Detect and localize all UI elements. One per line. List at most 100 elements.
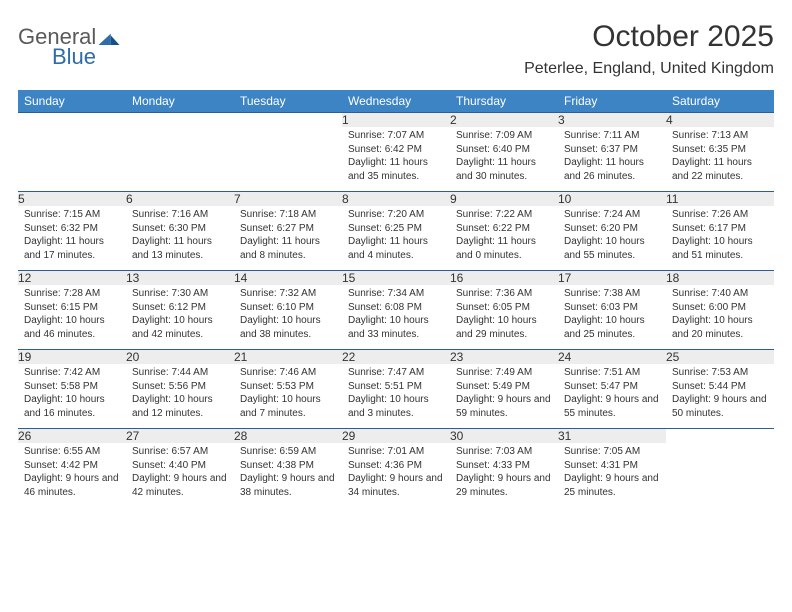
sunset-line: Sunset: 6:37 PM bbox=[564, 143, 660, 157]
day-number-cell: 11 bbox=[666, 192, 774, 207]
sunset-line: Sunset: 4:31 PM bbox=[564, 459, 660, 473]
day-number-cell: 3 bbox=[558, 113, 666, 128]
day-number-cell: 9 bbox=[450, 192, 558, 207]
day-info-cell: Sunrise: 7:47 AMSunset: 5:51 PMDaylight:… bbox=[342, 364, 450, 429]
day-number-cell: 20 bbox=[126, 350, 234, 365]
day-info-cell bbox=[666, 443, 774, 507]
day-number-cell: 26 bbox=[18, 429, 126, 444]
daylight-line: Daylight: 11 hours and 22 minutes. bbox=[672, 156, 768, 183]
day-info-cell: Sunrise: 7:40 AMSunset: 6:00 PMDaylight:… bbox=[666, 285, 774, 350]
daylight-line: Daylight: 11 hours and 8 minutes. bbox=[240, 235, 336, 262]
sunrise-line: Sunrise: 7:28 AM bbox=[24, 287, 120, 301]
sunrise-line: Sunrise: 7:01 AM bbox=[348, 445, 444, 459]
sunset-line: Sunset: 6:08 PM bbox=[348, 301, 444, 315]
day-number-cell: 15 bbox=[342, 271, 450, 286]
day-number-cell: 6 bbox=[126, 192, 234, 207]
daylight-line: Daylight: 10 hours and 55 minutes. bbox=[564, 235, 660, 262]
sunrise-line: Sunrise: 7:49 AM bbox=[456, 366, 552, 380]
week-info-row: Sunrise: 7:28 AMSunset: 6:15 PMDaylight:… bbox=[18, 285, 774, 350]
day-info-cell: Sunrise: 7:22 AMSunset: 6:22 PMDaylight:… bbox=[450, 206, 558, 271]
day-info-cell: Sunrise: 6:57 AMSunset: 4:40 PMDaylight:… bbox=[126, 443, 234, 507]
daylight-line: Daylight: 10 hours and 16 minutes. bbox=[24, 393, 120, 420]
day-info-cell: Sunrise: 7:18 AMSunset: 6:27 PMDaylight:… bbox=[234, 206, 342, 271]
daylight-line: Daylight: 10 hours and 20 minutes. bbox=[672, 314, 768, 341]
day-info-cell: Sunrise: 7:36 AMSunset: 6:05 PMDaylight:… bbox=[450, 285, 558, 350]
day-info-cell: Sunrise: 7:24 AMSunset: 6:20 PMDaylight:… bbox=[558, 206, 666, 271]
sunset-line: Sunset: 6:40 PM bbox=[456, 143, 552, 157]
day-number-cell bbox=[126, 113, 234, 128]
day-header: Monday bbox=[126, 90, 234, 113]
sunrise-line: Sunrise: 7:18 AM bbox=[240, 208, 336, 222]
day-number-cell: 28 bbox=[234, 429, 342, 444]
week-daynum-row: 1234 bbox=[18, 113, 774, 128]
location: Peterlee, England, United Kingdom bbox=[524, 60, 774, 78]
week-daynum-row: 12131415161718 bbox=[18, 271, 774, 286]
sunrise-line: Sunrise: 7:51 AM bbox=[564, 366, 660, 380]
sunset-line: Sunset: 5:56 PM bbox=[132, 380, 228, 394]
sunrise-line: Sunrise: 7:03 AM bbox=[456, 445, 552, 459]
sunrise-line: Sunrise: 7:24 AM bbox=[564, 208, 660, 222]
sunset-line: Sunset: 4:38 PM bbox=[240, 459, 336, 473]
page: GeneralBlue October 2025 Peterlee, Engla… bbox=[0, 0, 792, 517]
sunrise-line: Sunrise: 7:07 AM bbox=[348, 129, 444, 143]
daylight-line: Daylight: 11 hours and 4 minutes. bbox=[348, 235, 444, 262]
sunset-line: Sunset: 6:32 PM bbox=[24, 222, 120, 236]
sunset-line: Sunset: 5:53 PM bbox=[240, 380, 336, 394]
day-header: Sunday bbox=[18, 90, 126, 113]
day-info-cell: Sunrise: 7:03 AMSunset: 4:33 PMDaylight:… bbox=[450, 443, 558, 507]
sunrise-line: Sunrise: 7:05 AM bbox=[564, 445, 660, 459]
day-info-cell: Sunrise: 6:55 AMSunset: 4:42 PMDaylight:… bbox=[18, 443, 126, 507]
day-info-cell: Sunrise: 7:11 AMSunset: 6:37 PMDaylight:… bbox=[558, 127, 666, 192]
day-header: Wednesday bbox=[342, 90, 450, 113]
daylight-line: Daylight: 10 hours and 38 minutes. bbox=[240, 314, 336, 341]
day-info-cell: Sunrise: 7:49 AMSunset: 5:49 PMDaylight:… bbox=[450, 364, 558, 429]
week-info-row: Sunrise: 6:55 AMSunset: 4:42 PMDaylight:… bbox=[18, 443, 774, 507]
daylight-line: Daylight: 9 hours and 55 minutes. bbox=[564, 393, 660, 420]
sunrise-line: Sunrise: 7:15 AM bbox=[24, 208, 120, 222]
sunrise-line: Sunrise: 7:42 AM bbox=[24, 366, 120, 380]
sunset-line: Sunset: 5:44 PM bbox=[672, 380, 768, 394]
day-info-cell: Sunrise: 7:34 AMSunset: 6:08 PMDaylight:… bbox=[342, 285, 450, 350]
day-number-cell: 25 bbox=[666, 350, 774, 365]
day-number-cell: 2 bbox=[450, 113, 558, 128]
day-info-cell: Sunrise: 7:20 AMSunset: 6:25 PMDaylight:… bbox=[342, 206, 450, 271]
week-info-row: Sunrise: 7:15 AMSunset: 6:32 PMDaylight:… bbox=[18, 206, 774, 271]
daylight-line: Daylight: 10 hours and 46 minutes. bbox=[24, 314, 120, 341]
sunset-line: Sunset: 4:36 PM bbox=[348, 459, 444, 473]
sunset-line: Sunset: 6:00 PM bbox=[672, 301, 768, 315]
month-title: October 2025 bbox=[524, 20, 774, 54]
day-number-cell: 18 bbox=[666, 271, 774, 286]
sunset-line: Sunset: 4:40 PM bbox=[132, 459, 228, 473]
sunrise-line: Sunrise: 7:30 AM bbox=[132, 287, 228, 301]
day-header: Thursday bbox=[450, 90, 558, 113]
day-number-cell: 1 bbox=[342, 113, 450, 128]
day-number-cell: 24 bbox=[558, 350, 666, 365]
sunset-line: Sunset: 6:25 PM bbox=[348, 222, 444, 236]
logo-mark-icon bbox=[98, 31, 120, 50]
sunset-line: Sunset: 6:20 PM bbox=[564, 222, 660, 236]
day-number-cell bbox=[666, 429, 774, 444]
daylight-line: Daylight: 11 hours and 17 minutes. bbox=[24, 235, 120, 262]
sunset-line: Sunset: 6:30 PM bbox=[132, 222, 228, 236]
title-block: October 2025 Peterlee, England, United K… bbox=[524, 20, 774, 78]
daylight-line: Daylight: 9 hours and 38 minutes. bbox=[240, 472, 336, 499]
day-number-cell: 17 bbox=[558, 271, 666, 286]
day-info-cell: Sunrise: 7:38 AMSunset: 6:03 PMDaylight:… bbox=[558, 285, 666, 350]
day-info-cell: Sunrise: 6:59 AMSunset: 4:38 PMDaylight:… bbox=[234, 443, 342, 507]
daylight-line: Daylight: 9 hours and 59 minutes. bbox=[456, 393, 552, 420]
day-number-cell: 12 bbox=[18, 271, 126, 286]
sunrise-line: Sunrise: 7:36 AM bbox=[456, 287, 552, 301]
day-info-cell: Sunrise: 7:28 AMSunset: 6:15 PMDaylight:… bbox=[18, 285, 126, 350]
daylight-line: Daylight: 10 hours and 42 minutes. bbox=[132, 314, 228, 341]
day-info-cell: Sunrise: 7:44 AMSunset: 5:56 PMDaylight:… bbox=[126, 364, 234, 429]
day-number-cell: 14 bbox=[234, 271, 342, 286]
sunset-line: Sunset: 6:12 PM bbox=[132, 301, 228, 315]
day-info-cell: Sunrise: 7:16 AMSunset: 6:30 PMDaylight:… bbox=[126, 206, 234, 271]
sunset-line: Sunset: 5:49 PM bbox=[456, 380, 552, 394]
sunset-line: Sunset: 6:42 PM bbox=[348, 143, 444, 157]
day-header-row: SundayMondayTuesdayWednesdayThursdayFrid… bbox=[18, 90, 774, 113]
day-info-cell: Sunrise: 7:26 AMSunset: 6:17 PMDaylight:… bbox=[666, 206, 774, 271]
daylight-line: Daylight: 11 hours and 26 minutes. bbox=[564, 156, 660, 183]
day-header: Saturday bbox=[666, 90, 774, 113]
day-number-cell: 27 bbox=[126, 429, 234, 444]
